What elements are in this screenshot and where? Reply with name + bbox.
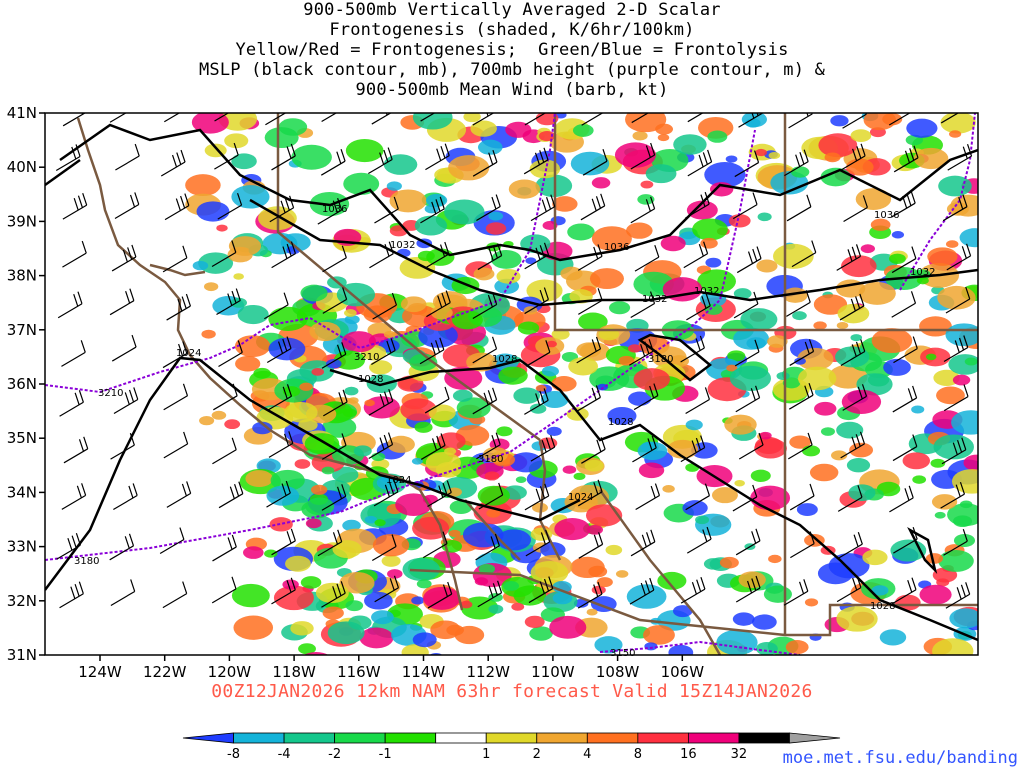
mslp-label: 1032 [910,267,935,278]
baja-coast [464,489,722,655]
contour-labels: 1036 1032 1036 1032 1032 1036 1032 1028 … [74,204,935,659]
mslp-small-loop-1 [637,333,713,382]
mslp-label: 1024 [386,475,411,486]
height-3210-contour [45,113,556,394]
california-coastline [76,117,464,611]
sf-bay [149,263,206,277]
lon-tick-label: 116W [337,663,381,681]
lon-tick-label: 122W [143,663,187,681]
mslp-label: 1028 [608,417,633,428]
height-contours [45,113,976,655]
colorbar-label: 4 [583,747,591,762]
colorbar-label: -2 [328,747,341,762]
lon-tick-label: 108W [596,663,640,681]
lon-tick-label: 118W [272,663,316,681]
lon-tick-label: 112W [466,663,510,681]
mslp-1036-contour [59,123,978,262]
forecast-valid-text: 00Z12JAN2026 12km NAM 63hr forecast Vali… [211,681,813,702]
title-line-4: MSLP (black contour, mb), 700mb height (… [198,60,826,80]
colorbar-swatch [233,732,285,744]
colorbar: -8 -4 -2 -1 1 2 4 8 16 32 [182,732,841,762]
colorbar-swatch [485,732,538,744]
colorbar-label: -8 [227,747,240,762]
mslp-label: 1028 [870,601,895,612]
lat-tick-label: 40N [7,158,37,176]
mslp-label: 1024 [568,492,593,503]
colorbar-label: -1 [379,747,392,762]
height-3180-contour [45,129,756,561]
title-line-3: Yellow/Red = Frontogenesis; Green/Blue =… [235,40,789,60]
title-line-1: 900-500mb Vertically Averaged 2-D Scalar [303,0,721,20]
lat-tick-label: 37N [7,321,37,339]
height-label: 3180 [74,556,99,567]
colorbar-label: 32 [731,747,748,762]
mslp-label: 1036 [322,204,347,215]
mslp-label: 1032 [642,294,667,305]
lat-tick-label: 32N [7,592,37,610]
colorbar-swatch [789,732,841,744]
height-label: 3150 [610,648,635,659]
colorbar-label: -4 [278,747,291,762]
title-line-5: 900-500mb Mean Wind (barb, kt) [355,80,669,100]
colorbar-swatch [435,732,487,744]
mslp-1028-contour [329,358,978,642]
mslp-label: 1032 [694,286,719,297]
lon-tick-label: 110W [531,663,575,681]
colorbar-label: 2 [533,747,541,762]
lat-tick-label: 36N [7,375,37,393]
mslp-label: 1032 [390,240,415,251]
california-nevada-border [276,113,541,442]
mslp-label: 1036 [604,242,629,253]
chart-title: 900-500mb Vertically Averaged 2-D Scalar… [0,0,1024,100]
lat-tick-label: 35N [7,429,37,447]
height-3150-contour [599,640,801,655]
height-3180-east [899,113,976,291]
colorbar-swatch [637,732,689,744]
nevada-utah-border [553,113,785,332]
colorbar-swatch [738,732,790,744]
lat-tick-label: 34N [7,483,37,501]
mslp-small-loop-2 [907,526,938,574]
colorbar-label: 16 [680,747,697,762]
credit-link[interactable]: moe.met.fsu.edu/banding [782,748,1018,768]
colorbar-swatch [384,732,437,744]
colorbar-label: 1 [482,747,490,762]
height-label: 3180 [648,354,673,365]
lat-tick-label: 38N [7,267,37,285]
lon-tick-label: 114W [402,663,446,681]
lat-tick-label: 31N [7,646,37,664]
colorbar-swatch [586,732,639,744]
mslp-label: 1036 [874,210,899,221]
latitude-axis: 41N 40N 39N 38N 37N 36N 35N 34N 33N 32N 31N [7,104,45,664]
mslp-label: 1028 [492,354,517,365]
longitude-axis: 124W 122W 120W 118W 116W 114W 112W 110W 108W 106W [78,655,704,681]
lat-tick-label: 33N [7,538,37,556]
lon-tick-label: 124W [78,663,122,681]
height-label: 3210 [354,352,379,363]
colorbar-swatch [687,732,740,744]
colorbar-swatch [182,732,234,744]
mslp-1032-contour [45,158,978,307]
lat-tick-label: 39N [7,212,37,230]
colorbar-swatch [334,732,386,744]
lat-tick-label: 41N [7,104,37,122]
colorbar-swatch [283,732,336,744]
mslp-label: 1028 [358,374,383,385]
lon-tick-label: 120W [208,663,252,681]
lon-tick-label: 106W [661,663,705,681]
colorbar-swatch [536,732,588,744]
height-label: 3210 [98,388,123,399]
height-label: 3180 [478,454,503,465]
mexico-border [409,568,978,637]
mslp-label: 1024 [176,348,201,359]
title-line-2: Frontogenesis (shaded, K/6hr/100km) [329,20,695,40]
colorbar-label: 8 [634,747,642,762]
wind-barbs [55,113,973,609]
